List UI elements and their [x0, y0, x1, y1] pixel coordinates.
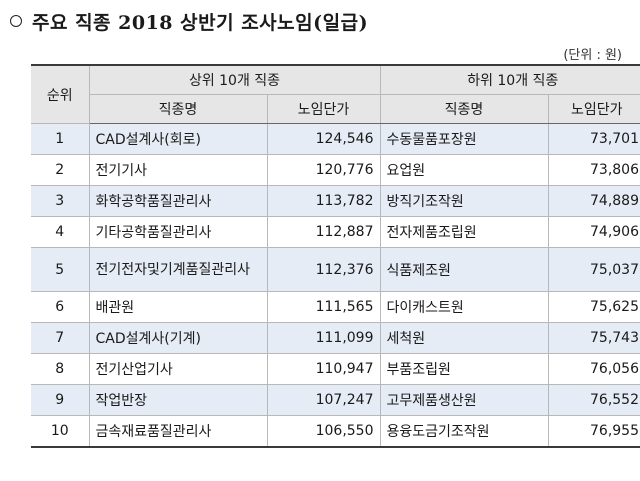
- top-job-cell: CAD설계사(회로): [88, 123, 268, 155]
- header-bottom-group: 하위 10개 직종: [379, 64, 640, 95]
- header-rank: 순위: [31, 64, 90, 124]
- wage-table: 순위 상위 10개 직종 하위 10개 직종 직종명 노임단가 직종명 노임단가…: [31, 64, 640, 448]
- top-wage-cell: 106,550: [266, 415, 381, 448]
- table-row: 7 CAD설계사(기계) 111,099 세척원 75,743: [31, 322, 640, 354]
- top-job-cell: 전기기사: [88, 154, 268, 186]
- rank-cell: 10: [31, 415, 90, 448]
- header-top-group: 상위 10개 직종: [88, 64, 381, 95]
- rank-cell: 9: [31, 384, 90, 416]
- top-job-cell: 화학공학품질관리사: [88, 185, 268, 217]
- bottom-job-cell: 수동물품포장원: [379, 123, 549, 155]
- rank-cell: 8: [31, 353, 90, 385]
- top-wage-cell: 113,782: [266, 185, 381, 217]
- title-text: 주요 직종 2018 상반기 조사노임(일급): [32, 12, 369, 34]
- top-job-cell: 기타공학품질관리사: [88, 216, 268, 248]
- bottom-wage-cell: 73,806: [547, 154, 640, 186]
- bottom-job-cell: 용융도금기조작원: [379, 415, 549, 448]
- bottom-job-cell: 부품조립원: [379, 353, 549, 385]
- rank-cell: 2: [31, 154, 90, 186]
- bottom-job-cell: 식품제조원: [379, 247, 549, 292]
- circle-bullet-icon: [10, 15, 22, 27]
- table-row: 6 배관원 111,565 다이캐스트원 75,625: [31, 291, 640, 323]
- top-job-cell: 작업반장: [88, 384, 268, 416]
- table-row: 4 기타공학품질관리사 112,887 전자제품조립원 74,906: [31, 216, 640, 248]
- top-wage-cell: 124,546: [266, 123, 381, 155]
- rank-cell: 1: [31, 123, 90, 155]
- top-wage-cell: 110,947: [266, 353, 381, 385]
- bottom-wage-cell: 76,056: [547, 353, 640, 385]
- rank-cell: 4: [31, 216, 90, 248]
- top-job-cell: 금속재료품질관리사: [88, 415, 268, 448]
- bottom-job-cell: 요업원: [379, 154, 549, 186]
- bottom-job-cell: 전자제품조립원: [379, 216, 549, 248]
- header-top-job-name: 직종명: [89, 94, 268, 124]
- bottom-wage-cell: 75,037: [547, 247, 640, 292]
- top-job-cell: 전기전자및기계품질관리사: [88, 247, 268, 292]
- bottom-wage-cell: 76,955: [547, 415, 640, 448]
- table-row: 3 화학공학품질관리사 113,782 방직기조작원 74,889: [31, 185, 640, 217]
- bottom-job-cell: 방직기조작원: [379, 185, 549, 217]
- table-row: 2 전기기사 120,776 요업원 73,806: [31, 154, 640, 186]
- rank-cell: 5: [31, 247, 90, 292]
- bottom-job-cell: 다이캐스트원: [379, 291, 549, 323]
- bottom-wage-cell: 75,743: [547, 322, 640, 354]
- header-top-wage: 노임단가: [266, 94, 381, 124]
- top-wage-cell: 111,099: [266, 322, 381, 354]
- top-wage-cell: 112,887: [266, 216, 381, 248]
- top-wage-cell: 107,247: [266, 384, 381, 416]
- bottom-job-cell: 세척원: [379, 322, 549, 354]
- bottom-wage-cell: 74,906: [547, 216, 640, 248]
- bottom-job-cell: 고무제품생산원: [379, 384, 549, 416]
- header-bottom-wage: 노임단가: [547, 94, 640, 124]
- rank-cell: 3: [31, 185, 90, 217]
- top-wage-cell: 112,376: [266, 247, 381, 292]
- top-job-cell: 전기산업기사: [88, 353, 268, 385]
- top-job-cell: 배관원: [88, 291, 268, 323]
- top-wage-cell: 120,776: [266, 154, 381, 186]
- unit-note: (단위 : 원): [563, 48, 622, 63]
- top-wage-cell: 111,565: [266, 291, 381, 323]
- document-title: 주요 직종 2018 상반기 조사노임(일급): [10, 8, 368, 35]
- bottom-wage-cell: 76,552: [547, 384, 640, 416]
- table-row: 9 작업반장 107,247 고무제품생산원 76,552: [31, 384, 640, 416]
- top-job-cell: CAD설계사(기계): [88, 322, 268, 354]
- table-row: 10 금속재료품질관리사 106,550 용융도금기조작원 76,955: [31, 415, 640, 448]
- header-bottom-job-name: 직종명: [379, 94, 549, 124]
- rank-cell: 7: [31, 322, 90, 354]
- table-row: 5 전기전자및기계품질관리사 112,376 식품제조원 75,037: [31, 247, 640, 292]
- rank-cell: 6: [31, 291, 90, 323]
- table-row: 8 전기산업기사 110,947 부품조립원 76,056: [31, 353, 640, 385]
- table-row: 1 CAD설계사(회로) 124,546 수동물품포장원 73,701: [31, 123, 640, 155]
- bottom-wage-cell: 73,701: [547, 123, 640, 155]
- bottom-wage-cell: 75,625: [547, 291, 640, 323]
- bottom-wage-cell: 74,889: [547, 185, 640, 217]
